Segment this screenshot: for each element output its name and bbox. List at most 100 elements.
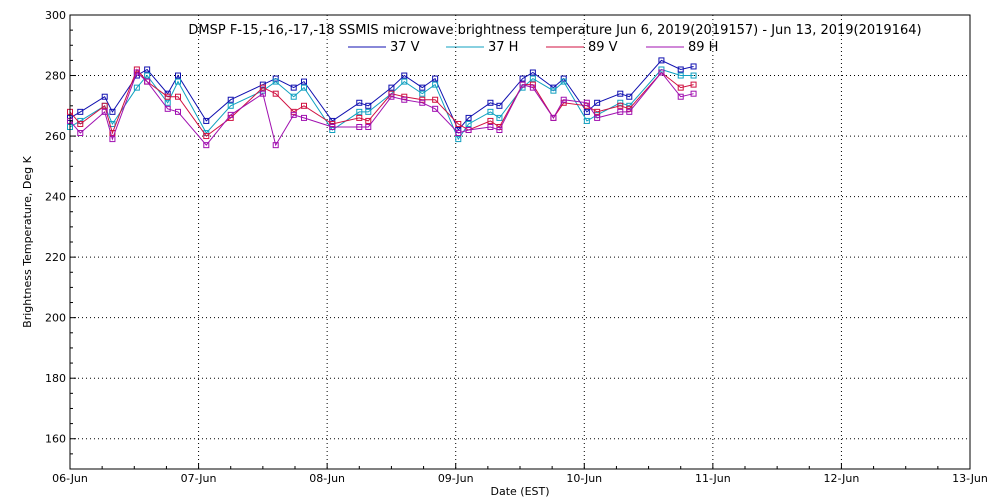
series-point	[329, 127, 336, 134]
series-line-2	[69, 68, 694, 137]
x-tick-label: 09-Jun	[438, 472, 474, 485]
series-point	[658, 69, 665, 76]
series-point	[496, 127, 503, 134]
series-point	[529, 84, 536, 91]
series-point	[365, 102, 372, 109]
series-point	[356, 114, 363, 121]
series-point	[401, 78, 408, 85]
legend-label: 89 V	[588, 40, 618, 55]
series-point	[203, 117, 210, 124]
series-point	[432, 81, 439, 88]
y-axis-label: Brightness Temperature, Deg K	[21, 155, 34, 327]
series-point	[465, 120, 472, 127]
series-point	[432, 96, 439, 103]
series-point	[401, 96, 408, 103]
series-point	[290, 93, 297, 100]
series-point	[101, 108, 108, 115]
series-line-0	[69, 59, 694, 131]
series-point	[465, 127, 472, 134]
series-point	[690, 72, 697, 79]
y-tick-label: 300	[45, 9, 66, 22]
series-point	[560, 78, 567, 85]
series-point	[560, 96, 567, 103]
series-point	[519, 75, 526, 82]
series-point	[175, 78, 181, 85]
series-point	[329, 123, 336, 130]
x-tick-label: 12-Jun	[824, 472, 860, 485]
series-point	[301, 114, 307, 121]
series-point	[583, 108, 590, 115]
series-point	[144, 78, 151, 85]
series-point	[455, 120, 462, 127]
series-point	[455, 130, 462, 137]
series-point	[164, 93, 171, 100]
series-point	[388, 93, 395, 100]
series-point	[272, 90, 279, 97]
series-point	[77, 120, 84, 127]
legend-label: 37 H	[488, 40, 518, 55]
series-point	[419, 90, 426, 97]
series-point	[227, 102, 234, 109]
series-point	[356, 99, 363, 106]
x-axis-label: Date (EST)	[490, 485, 549, 498]
y-axis: 160 180 200 220 240 260 280 300	[45, 9, 76, 470]
series-point	[677, 72, 684, 79]
chart-title: DMSP F-15,-16,-17,-18 SSMIS microwave br…	[188, 23, 921, 38]
series-point	[101, 102, 108, 109]
series-point	[301, 84, 307, 91]
series-point	[133, 69, 140, 76]
series-point	[175, 93, 181, 100]
series-point	[365, 123, 372, 130]
series-point	[419, 99, 426, 106]
series-point	[259, 90, 266, 97]
series-point	[164, 105, 171, 112]
series-point	[301, 78, 307, 85]
series-point	[550, 87, 557, 94]
series-point	[203, 133, 210, 140]
series-point	[519, 81, 526, 88]
series-point	[175, 72, 181, 79]
series-point	[175, 108, 181, 115]
series-point	[290, 108, 297, 115]
y-tick-label: 200	[45, 312, 66, 325]
series-point	[301, 102, 307, 109]
series-point	[356, 123, 363, 130]
series-line-3	[69, 71, 694, 147]
legend-label: 37 V	[390, 40, 420, 55]
series-point	[77, 108, 84, 115]
x-tick-label: 07-Jun	[181, 472, 217, 485]
series-point	[365, 108, 372, 115]
series-point	[419, 84, 426, 91]
series-point	[677, 93, 684, 100]
x-tick-label: 11-Jun	[695, 472, 731, 485]
series-point	[594, 108, 601, 115]
series-point	[617, 108, 624, 115]
series-point	[529, 69, 536, 76]
series-point	[144, 66, 151, 73]
x-tick-label: 13-Jun	[952, 472, 988, 485]
series-point	[290, 84, 297, 91]
series-point	[203, 142, 210, 149]
series-point	[356, 108, 363, 115]
series-point	[401, 72, 408, 79]
series-point	[594, 99, 601, 106]
series-point	[164, 99, 171, 106]
series-point	[388, 84, 395, 91]
series-point	[227, 96, 234, 103]
series-point	[144, 72, 151, 79]
series-point	[617, 99, 624, 106]
series-point	[617, 102, 624, 109]
series-point	[432, 105, 439, 112]
series-point	[617, 90, 624, 97]
series-point	[133, 84, 140, 91]
series-point	[690, 90, 697, 97]
series-point	[626, 108, 633, 115]
series-point	[329, 120, 336, 127]
series-point	[365, 117, 372, 124]
series-point	[272, 78, 279, 85]
series-point	[626, 93, 633, 100]
series-point	[487, 117, 494, 124]
series-point	[529, 75, 536, 82]
y-tick-label: 280	[45, 70, 66, 83]
series-point	[101, 93, 108, 100]
